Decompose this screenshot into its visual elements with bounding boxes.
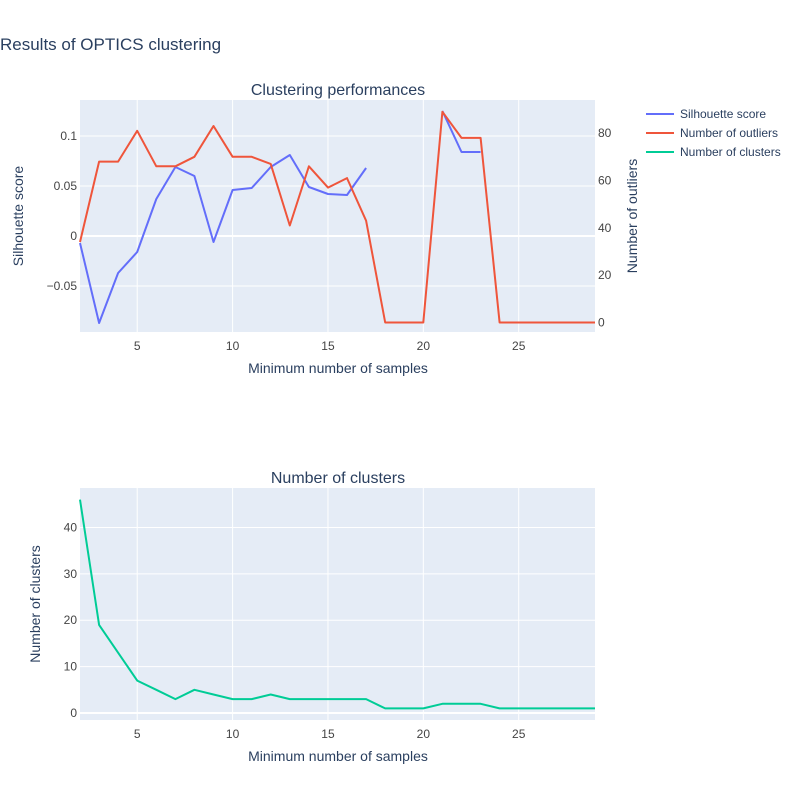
clusters-x-axis-label: Minimum number of samples — [248, 748, 428, 764]
clusters-y-axis-label: Number of clusters — [27, 545, 43, 662]
y-tick-label: 0.1 — [60, 129, 77, 143]
y2-tick-label: 80 — [598, 126, 612, 140]
clusters-subplot-title: Number of clusters — [271, 470, 405, 487]
y-tick-label: 40 — [64, 520, 78, 534]
x-tick-label: 15 — [321, 727, 335, 741]
x-tick-label: 25 — [512, 339, 526, 353]
performance-y2-tick-labels: 0 20 40 60 80 — [598, 126, 612, 329]
legend-label-silhouette: Silhouette score — [680, 107, 766, 121]
legend-label-clusters: Number of clusters — [680, 145, 781, 159]
x-tick-label: 15 — [321, 339, 335, 353]
x-tick-label: 5 — [134, 727, 141, 741]
series-line-outliers — [79, 110, 595, 324]
performance-plot-area — [80, 100, 595, 332]
page-title: Results of OPTICS clustering — [0, 35, 221, 54]
legend-item-clusters[interactable]: Number of clusters — [646, 145, 781, 159]
y-tick-label: −0.05 — [47, 279, 78, 293]
series-line-silhouette — [79, 110, 481, 324]
y-tick-label: 20 — [64, 613, 78, 627]
x-tick-label: 25 — [512, 727, 526, 741]
performance-series — [79, 110, 595, 324]
x-tick-label: 5 — [134, 339, 141, 353]
series-line-clusters — [79, 499, 595, 710]
x-tick-label: 10 — [226, 339, 240, 353]
x-tick-label: 20 — [417, 339, 431, 353]
y2-tick-label: 60 — [598, 173, 612, 187]
performance-x-tick-labels: 5 10 15 20 25 — [134, 339, 526, 353]
clusters-y-tick-labels: 0 10 20 30 40 — [64, 520, 78, 720]
silhouette-y-axis-label: Silhouette score — [10, 166, 26, 267]
x-tick-label: 20 — [417, 727, 431, 741]
y-tick-label: 0 — [70, 229, 77, 243]
performance-subplot-title: Clustering performances — [251, 82, 425, 99]
performance-subplot: 5 10 15 20 25 −0.05 0 0.05 0.1 0 20 40 60 80 Cluste… — [10, 82, 640, 376]
y2-tick-label: 0 — [598, 316, 605, 330]
clusters-plot-area — [80, 488, 595, 720]
legend-item-outliers[interactable]: Number of outliers — [646, 126, 778, 140]
performance-x-axis-label: Minimum number of samples — [248, 360, 428, 376]
y-tick-label: 10 — [64, 660, 78, 674]
outliers-y-axis-label: Number of outliers — [624, 159, 640, 273]
clusters-x-tick-labels: 5 10 15 20 25 — [134, 727, 526, 741]
legend-item-silhouette[interactable]: Silhouette score — [646, 107, 766, 121]
legend-label-outliers: Number of outliers — [680, 126, 778, 140]
y-tick-label: 0.05 — [54, 179, 78, 193]
y2-tick-label: 20 — [598, 268, 612, 282]
y-tick-label: 0 — [70, 706, 77, 720]
performance-gridlines — [80, 100, 595, 332]
clusters-gridlines — [80, 488, 595, 720]
clusters-series — [79, 499, 595, 710]
y-tick-label: 30 — [64, 567, 78, 581]
legend[interactable]: Silhouette score Number of outliers Numb… — [646, 107, 781, 159]
x-tick-label: 10 — [226, 727, 240, 741]
clusters-subplot: 5 10 15 20 25 0 10 20 30 40 Number of clusters M… — [27, 470, 595, 764]
performance-y-tick-labels: −0.05 0 0.05 0.1 — [47, 129, 78, 293]
y2-tick-label: 40 — [598, 221, 612, 235]
